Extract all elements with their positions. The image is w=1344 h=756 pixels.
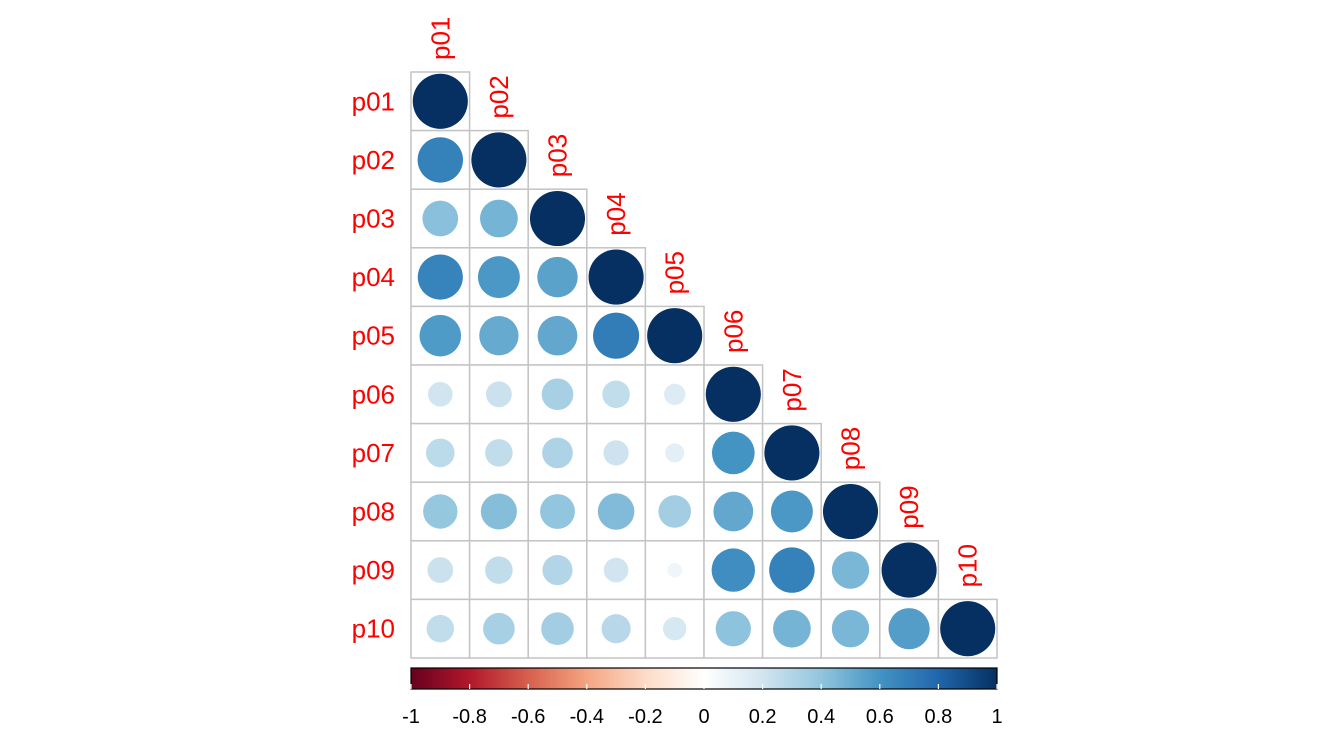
- col-label-p02: p02: [484, 75, 514, 118]
- row-label-p07: p07: [352, 438, 395, 468]
- colorbar-tick-label: 0: [698, 706, 709, 728]
- corr-circle-p10-p01: [426, 614, 455, 643]
- corr-circle-p07-p03: [542, 437, 573, 469]
- corr-circle-p08-p04: [597, 493, 635, 530]
- corr-circle-p04-p04: [588, 249, 644, 305]
- row-label-p08: p08: [352, 497, 395, 527]
- colorbar-tick-label: -0.6: [511, 706, 545, 728]
- row-label-p09: p09: [352, 555, 395, 585]
- row-labels: p01 p02 p03 p04 p05 p06 p07 p08 p09 p10: [352, 86, 395, 643]
- corr-circle-p06-p06: [705, 366, 761, 422]
- corr-circle-p08-p01: [423, 494, 458, 529]
- corr-circle-p09-p09: [881, 542, 937, 598]
- row-label-p02: p02: [352, 145, 395, 175]
- row-label-p05: p05: [352, 321, 395, 351]
- colorbar: -1 -0.8 -0.6 -0.4 -0.2 0 0.2 0.4 0.6 0.8 1: [402, 667, 1003, 728]
- colorbar-tick-label: 0.6: [866, 706, 894, 728]
- corr-circle-p04-p03: [537, 256, 578, 298]
- col-label-p03: p03: [543, 134, 573, 177]
- col-label-p05: p05: [660, 251, 690, 294]
- corr-circle-p07-p04: [603, 440, 629, 466]
- corr-circle-p06-p03: [541, 378, 574, 411]
- corr-circle-p09-p06: [711, 548, 755, 592]
- corr-circle-p07-p05: [665, 443, 685, 463]
- corr-circle-p09-p03: [542, 555, 573, 586]
- corr-circle-p09-p05: [667, 562, 682, 578]
- corr-circle-p10-p03: [541, 612, 574, 645]
- corr-circle-p08-p08: [822, 483, 879, 540]
- corr-circle-p08-p05: [658, 495, 691, 528]
- column-labels: p01 p02 p03 p04 p05 p06 p07 p08 p09 p10: [425, 17, 982, 588]
- corr-circle-p10-p10: [940, 601, 996, 657]
- row-label-p04: p04: [352, 262, 395, 292]
- col-label-p09: p09: [894, 485, 924, 528]
- corr-circle-p05-p03: [537, 315, 578, 356]
- corr-circle-p02-p01: [417, 137, 464, 183]
- corr-circle-p07-p02: [485, 439, 513, 467]
- row-label-p01: p01: [352, 86, 395, 116]
- corr-circle-p03-p03: [529, 190, 586, 247]
- grid-cell: [410, 422, 471, 483]
- corr-circle-p03-p02: [480, 199, 518, 238]
- corr-circle-p09-p01: [427, 557, 454, 584]
- colorbar-tick-label: 0.2: [749, 706, 777, 728]
- corr-circle-p08-p02: [480, 493, 517, 530]
- corr-circle-p07-p06: [711, 431, 755, 475]
- col-label-p10: p10: [953, 544, 983, 587]
- corr-circle-p09-p02: [485, 556, 513, 584]
- corr-circle-p04-p02: [477, 256, 520, 299]
- colorbar-tick-label: -0.4: [570, 706, 604, 728]
- corr-circle-p10-p08: [831, 610, 870, 648]
- col-label-p07: p07: [777, 368, 807, 411]
- row-label-p06: p06: [352, 379, 395, 409]
- corr-circle-p07-p07: [764, 425, 820, 481]
- corr-circle-p10-p09: [888, 608, 930, 650]
- col-label-p01: p01: [425, 17, 455, 60]
- corr-circle-p06-p04: [602, 380, 630, 409]
- corr-circle-p08-p03: [540, 494, 575, 529]
- colorbar-tick-label: 0.4: [807, 706, 835, 728]
- correlation-cells: [410, 71, 998, 659]
- corr-circle-p09-p04: [603, 557, 629, 583]
- colorbar-tick-label: -0.8: [452, 706, 486, 728]
- corr-circle-p08-p06: [713, 491, 754, 532]
- corr-circle-p10-p07: [773, 609, 811, 648]
- corr-circle-p05-p01: [419, 314, 462, 357]
- colorbar-tick-label: 1: [991, 706, 1002, 728]
- col-label-p04: p04: [601, 192, 631, 235]
- col-label-p08: p08: [836, 427, 866, 470]
- row-label-p03: p03: [352, 204, 395, 234]
- corr-circle-p07-p01: [425, 438, 455, 468]
- corr-circle-p08-p07: [770, 490, 813, 533]
- corr-circle-p06-p01: [427, 381, 453, 407]
- corr-circle-p05-p02: [479, 316, 519, 356]
- corr-circle-p09-p08: [831, 551, 870, 589]
- corr-circle-p05-p04: [593, 312, 640, 359]
- corr-circle-p03-p01: [422, 200, 459, 237]
- corr-circle-p10-p02: [483, 612, 515, 645]
- row-label-p10: p10: [352, 614, 395, 644]
- colorbar-tick-label: -1: [402, 706, 420, 728]
- col-label-p06: p06: [718, 310, 748, 353]
- corr-circle-p05-p05: [647, 308, 703, 364]
- colorbar-tick-label: -0.2: [628, 706, 662, 728]
- colorbar-tick-label: 0.8: [924, 706, 952, 728]
- corr-circle-p10-p05: [663, 617, 687, 641]
- corr-circle-p01-p01: [412, 73, 468, 129]
- corr-circle-p02-p02: [471, 132, 527, 188]
- corr-circle-p06-p02: [485, 381, 512, 408]
- corr-circle-p06-p05: [664, 383, 686, 405]
- corr-circle-p04-p01: [417, 254, 463, 300]
- corr-circle-p10-p04: [601, 614, 631, 644]
- corr-circle-p10-p06: [715, 611, 751, 647]
- corr-circle-p09-p07: [769, 547, 815, 593]
